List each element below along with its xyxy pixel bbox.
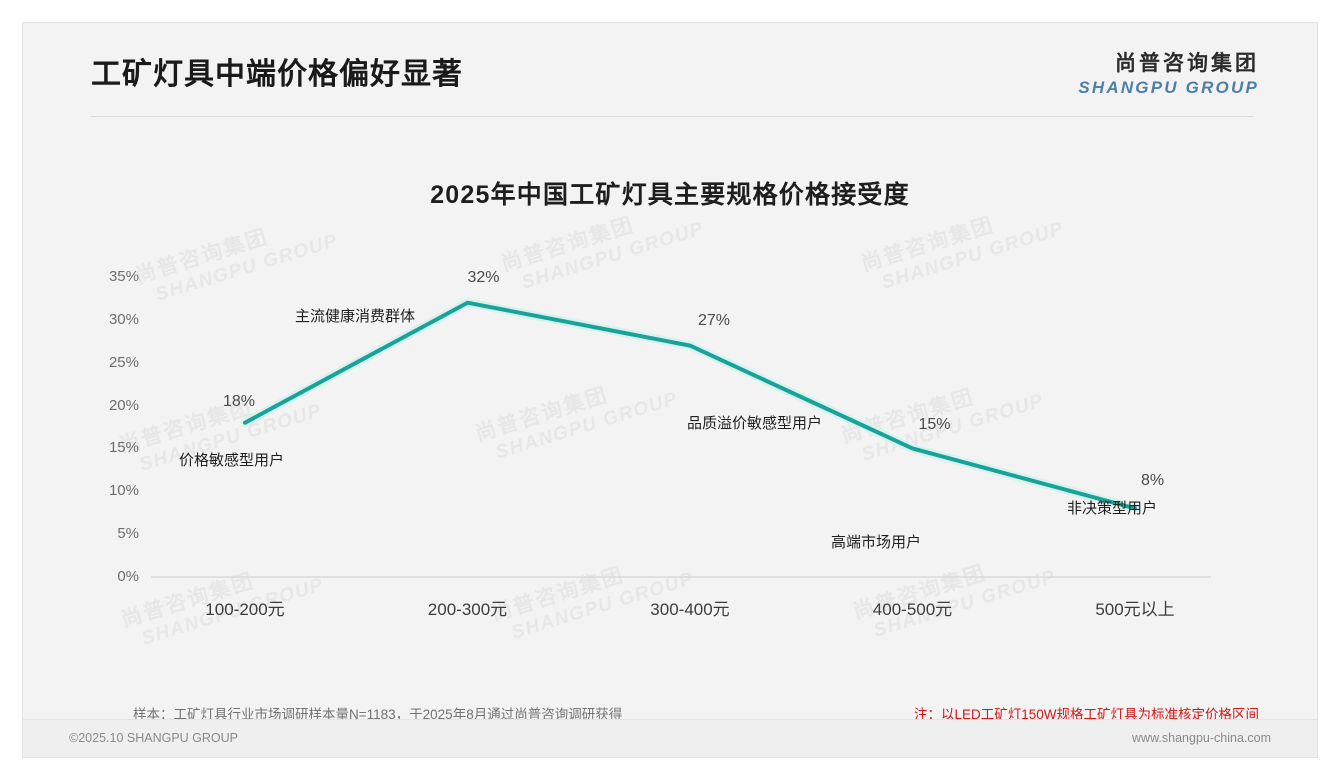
chart-annotation: 价格敏感型用户 bbox=[179, 452, 285, 469]
red-note: 注：以LED工矿灯150W规格工矿灯具为标准核定价格区间 bbox=[913, 707, 1259, 722]
chart-svg bbox=[151, 298, 1211, 578]
series-halo bbox=[240, 298, 1140, 513]
header-divider bbox=[91, 116, 1253, 117]
y-axis-tick: 30% bbox=[108, 310, 139, 328]
x-axis-tick: 300-400元 bbox=[650, 600, 730, 619]
y-axis-tick: 15% bbox=[108, 439, 139, 457]
y-axis-tick: 5% bbox=[117, 525, 139, 543]
x-axis-tick: 200-300元 bbox=[427, 600, 508, 619]
y-axis-tick: 20% bbox=[108, 396, 139, 414]
x-axis-tick: 100-200元 bbox=[205, 600, 285, 619]
logo-text-cn: 尚普咨询集团 bbox=[1115, 52, 1259, 75]
y-axis-tick: 10% bbox=[108, 482, 139, 500]
y-axis-tick: 25% bbox=[108, 353, 139, 371]
x-axis-tick: 500元以上 bbox=[1095, 600, 1175, 619]
logo-text-en: SHANGPU GROUP bbox=[1078, 78, 1259, 97]
slide-canvas: 尚普咨询集团 SHANGPU GROUP 尚普咨询集团 SHANGPU GROU… bbox=[22, 22, 1318, 758]
website-link[interactable]: www.shangpu-china.com bbox=[1132, 731, 1271, 745]
chart-annotation: 品质溢价敏感型用户 bbox=[687, 415, 823, 432]
slide-header: 工矿灯具中端价格偏好显著 尚普咨询集团 SHANGPU GROUP bbox=[23, 23, 1317, 111]
y-axis-tick: 0% bbox=[117, 568, 139, 585]
data-label: 32% bbox=[467, 268, 500, 286]
data-label: 18% bbox=[223, 392, 256, 410]
data-label: 15% bbox=[918, 416, 951, 434]
sample-note: 样本：工矿灯具行业市场调研样本量N=1183，于2025年8月通过尚普咨询调研获… bbox=[133, 707, 623, 722]
data-label: 27% bbox=[698, 311, 731, 329]
line-chart: 35% 30% 25% 20% 15% 10% 5% 0% 100-200元 200-300元 30… bbox=[23, 23, 1317, 757]
copyright-text: ©2025.10 SHANGPU GROUP bbox=[69, 731, 238, 745]
page-title: 工矿灯具中端价格偏好显著 bbox=[91, 58, 463, 91]
data-label: 8% bbox=[1141, 472, 1165, 490]
brand-logo: 尚普咨询集团 SHANGPU GROUP bbox=[1078, 47, 1259, 98]
y-axis-tick: 35% bbox=[108, 268, 139, 285]
chart-annotation: 高端市场用户 bbox=[831, 534, 922, 551]
bottom-bar: ©2025.10 SHANGPU GROUP www.shangpu-china… bbox=[23, 719, 1317, 757]
chart-annotation: 非决策型用户 bbox=[1067, 500, 1158, 517]
x-axis-tick: 400-500元 bbox=[872, 600, 953, 619]
chart-annotation: 主流健康消费群体 bbox=[295, 308, 416, 325]
chart-title: 2025年中国工矿灯具主要规格价格接受度 bbox=[430, 181, 910, 209]
series-line bbox=[243, 300, 1137, 511]
